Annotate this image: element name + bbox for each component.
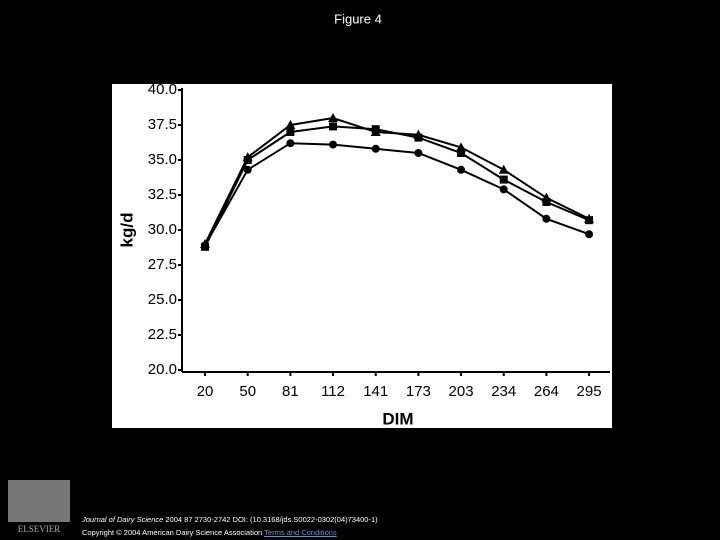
y-tick-label: 25.0 [148,291,177,308]
point [413,129,424,139]
point [286,128,295,136]
series-line [204,116,590,245]
x-tick-label: 264 [534,383,559,400]
point [456,142,467,152]
x-tick-label: 112 [321,383,345,400]
x-axis-title: DIM [382,409,413,428]
journal-name: Journal of Dairy Science [82,515,164,524]
x-tick-label: 203 [449,383,474,400]
slide-title: Figure 4 [334,11,382,26]
y-tick-label: 40.0 [148,81,177,98]
point [542,198,551,206]
point [243,165,252,174]
y-tick-label: 32.5 [148,186,177,203]
copyright: Copyright © 2004 American Dairy Science … [82,528,263,537]
point [499,185,508,194]
y-tick-label: 27.5 [148,256,177,273]
point [542,214,551,223]
point [457,165,466,174]
point [585,230,594,239]
x-tick-label: 20 [197,383,214,400]
terms-link[interactable]: Terms and Conditions [264,528,337,537]
point [499,175,508,184]
chart-background [112,84,612,428]
point [200,239,211,248]
x-tick-label: 295 [577,383,602,400]
point [286,139,295,148]
point [498,164,509,174]
point [414,149,423,157]
point [242,152,253,162]
y-axis-title: kg/d [117,213,136,248]
y-tick-label: 20.0 [148,361,177,378]
x-tick-label: 173 [406,383,431,400]
y-tick-label: 37.5 [148,116,177,133]
citation: Journal of Dairy Science 2004 87 2730-27… [82,515,378,524]
series-line [204,142,590,246]
y-tick-label: 35.0 [148,151,177,168]
x-tick-label: 50 [239,383,256,400]
y-tick-label: 30.0 [148,221,177,238]
copyright-line: Copyright © 2004 American Dairy Science … [82,528,337,537]
x-tick-label: 81 [282,383,299,400]
x-tick-label: 234 [491,383,516,400]
point [541,192,552,202]
y-tick-label: 22.5 [148,326,177,343]
citation-text: 2004 87 2730-2742 DOI: (10.3168/jds.S002… [165,515,378,524]
point [457,149,466,157]
point [328,113,339,122]
publisher-name: ELSEVIER [18,524,61,534]
x-tick-label: 141 [363,383,388,400]
point [329,122,338,131]
point [584,213,595,223]
point [371,144,380,153]
point [329,140,338,149]
publisher-logo [8,480,70,522]
point [370,127,381,136]
point [285,120,296,129]
